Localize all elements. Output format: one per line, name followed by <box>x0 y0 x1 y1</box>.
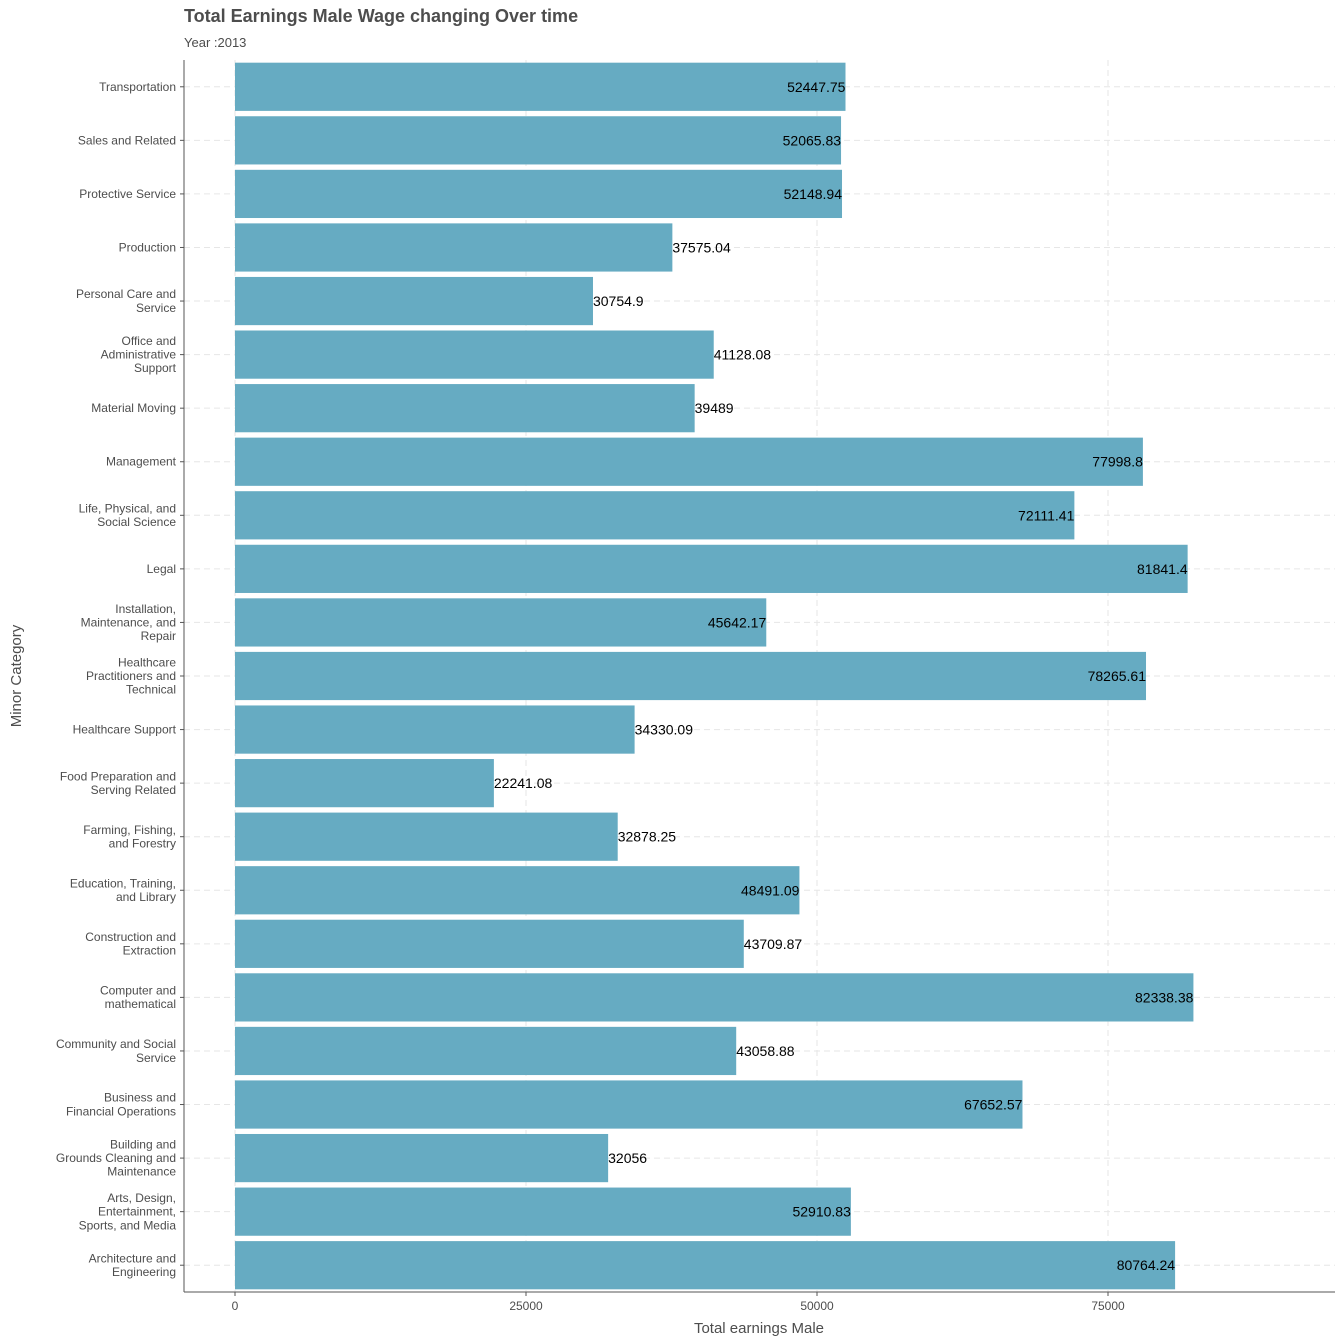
y-tick-label: Life, Physical, and Social Science <box>79 502 177 530</box>
y-tick-label: Building and Grounds Cleaning and Maintena… <box>56 1137 176 1178</box>
data-label: 52148.94 <box>784 186 843 202</box>
y-tick-label: Legal <box>147 562 176 576</box>
bar <box>235 1187 851 1236</box>
y-tick-label: Food Preparation and Serving Related <box>60 769 176 797</box>
bar <box>235 384 695 433</box>
bar <box>235 1026 737 1076</box>
data-label: 72111.41 <box>1018 507 1075 523</box>
bar <box>235 651 1147 701</box>
y-tick-label: Computer and mathematical <box>100 984 176 1012</box>
data-label: 67652.57 <box>964 1097 1023 1113</box>
y-tick-label: Community and Social Service <box>56 1037 176 1065</box>
bar <box>235 62 846 111</box>
data-label: 32878.25 <box>618 829 677 845</box>
bar <box>235 437 1143 486</box>
y-tick-label: Farming, Fishing, and Forestry <box>83 823 176 851</box>
y-tick-label: Management <box>106 455 177 469</box>
data-label: 81841.4 <box>1137 561 1188 577</box>
bar <box>235 705 635 754</box>
bar <box>235 1080 1023 1129</box>
bar <box>235 330 714 379</box>
y-tick-label: Installation, Maintenance, and Repair <box>81 602 176 643</box>
y-tick-label: Business and Financial Operations <box>66 1091 176 1119</box>
data-label: 39489 <box>695 400 734 416</box>
axes <box>180 60 1335 1296</box>
bar <box>235 116 842 165</box>
data-label: 34330.09 <box>635 722 694 738</box>
y-tick-label: Healthcare Support <box>73 723 177 737</box>
x-tick-label: 50000 <box>800 1299 834 1313</box>
bar <box>235 919 744 968</box>
bar <box>235 1241 1176 1290</box>
chart-title: Total Earnings Male Wage changing Over t… <box>184 6 579 26</box>
x-tick-label: 25000 <box>509 1299 543 1313</box>
data-label: 32056 <box>608 1150 647 1166</box>
x-tick-label: 0 <box>232 1299 239 1313</box>
data-label: 37575.04 <box>672 239 731 255</box>
bar <box>235 759 494 808</box>
y-tick-label: Healthcare Practitioners and Technical <box>86 655 176 696</box>
data-label: 41128.08 <box>714 347 772 363</box>
y-tick-label: Material Moving <box>91 401 176 415</box>
data-label: 22241.08 <box>494 775 553 791</box>
data-label: 52065.83 <box>783 132 842 148</box>
bar <box>235 973 1194 1022</box>
data-label: 30754.9 <box>593 293 644 309</box>
y-tick-label: Office and Administrative Support <box>101 334 177 375</box>
y-tick-label: Transportation <box>99 80 176 94</box>
bar <box>235 491 1075 540</box>
bar <box>235 223 673 272</box>
x-axis-title: Total earnings Male <box>694 1320 824 1337</box>
y-tick-label: Construction and Extraction <box>85 930 176 958</box>
data-label: 48491.09 <box>741 882 800 898</box>
y-tick-label: Personal Care and Service <box>76 287 176 315</box>
data-label: 82338.38 <box>1135 989 1194 1005</box>
y-tick-label: Education, Training, and Library <box>70 876 176 904</box>
data-label: 43058.88 <box>736 1043 795 1059</box>
y-tick-label: Protective Service <box>79 187 176 201</box>
chart-subtitle: Year :2013 <box>184 35 247 50</box>
data-labels: 52447.75 52065.83 52148.94 37575.04 30754.9 4… <box>494 79 1194 1273</box>
y-tick-label: Production <box>119 240 176 254</box>
y-tick-label: Arts, Design, Entertainment, Sports, and M… <box>79 1191 177 1232</box>
bar <box>235 544 1188 593</box>
data-label: 78265.61 <box>1088 668 1147 684</box>
data-label: 77998.8 <box>1092 454 1143 470</box>
x-tick-labels: 0 25000 50000 75000 <box>232 1299 1125 1313</box>
y-tick-label: Sales and Related <box>78 133 176 147</box>
y-tick-labels: Transportation Sales and Related Protectiv… <box>56 80 177 1279</box>
data-label: 43709.87 <box>744 936 803 952</box>
data-label: 52447.75 <box>787 79 846 95</box>
data-label: 45642.17 <box>708 614 767 630</box>
bars <box>235 62 1194 1290</box>
y-axis-title: Minor Category <box>8 624 25 727</box>
bar <box>235 812 618 861</box>
bar <box>235 276 593 326</box>
bar <box>235 598 767 647</box>
data-label: 52910.83 <box>792 1204 851 1220</box>
data-label: 80764.24 <box>1117 1257 1176 1273</box>
x-tick-label: 75000 <box>1091 1299 1125 1313</box>
bar <box>235 169 843 219</box>
bar <box>235 866 800 915</box>
y-tick-label: Architecture and Engineering <box>89 1251 176 1279</box>
bar <box>235 1133 609 1183</box>
